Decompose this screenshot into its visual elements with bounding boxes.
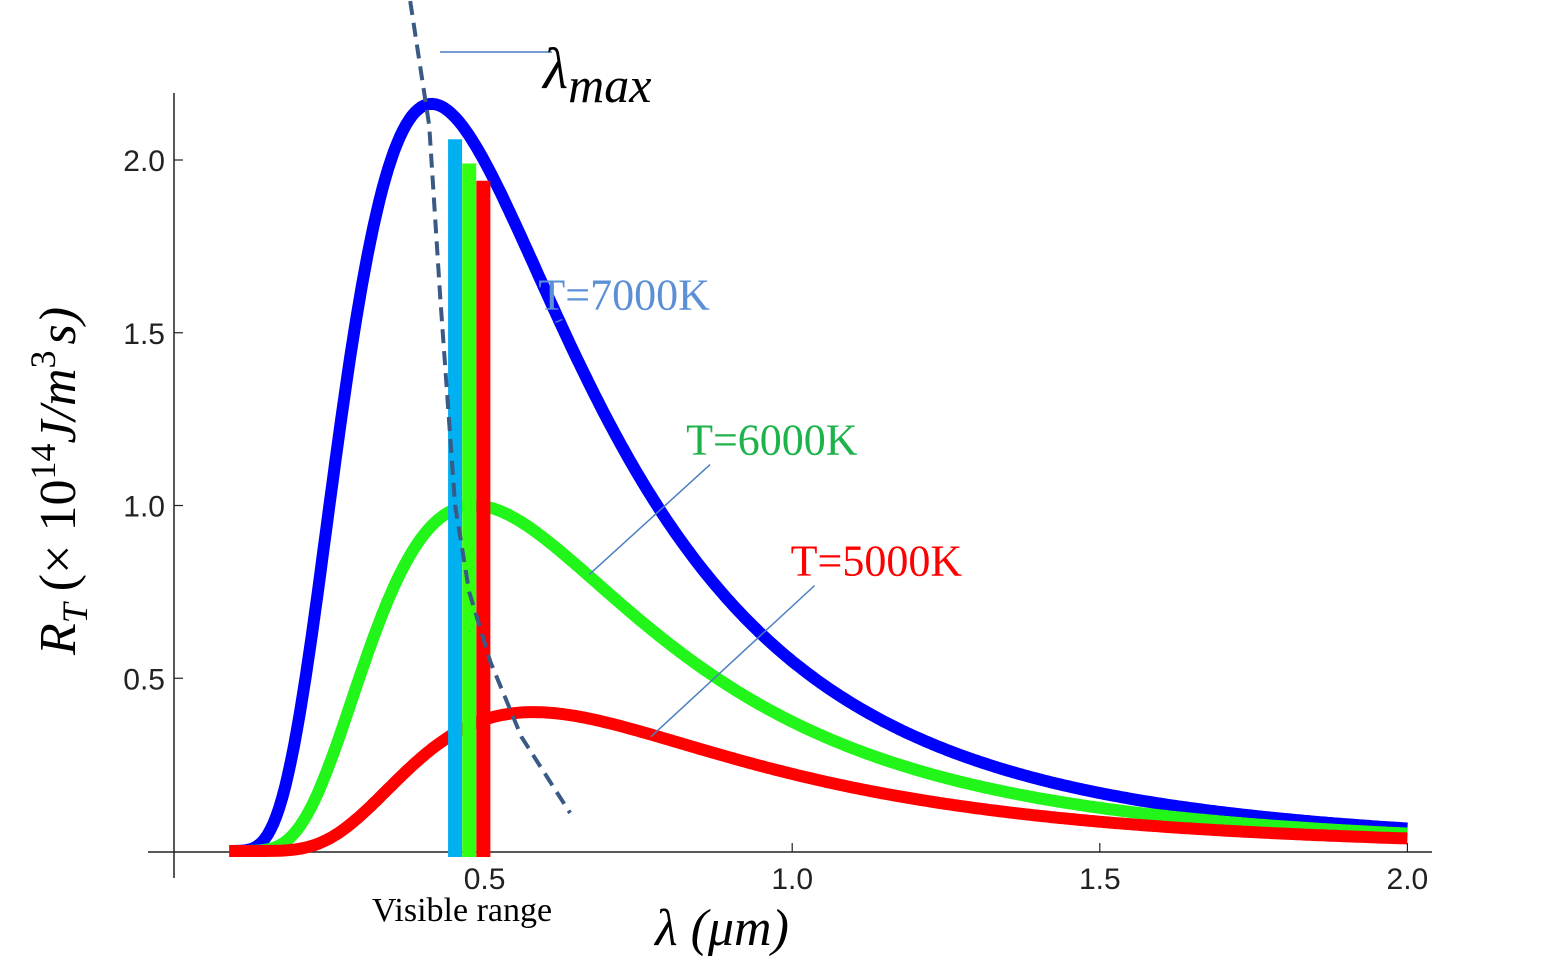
curve-5000k bbox=[226, 706, 1411, 857]
curve-6000k bbox=[226, 499, 1411, 857]
series-label-7000k: T=7000K bbox=[538, 270, 710, 319]
lambda-max-label: λmax bbox=[541, 36, 651, 113]
series-labels: T=7000K T=6000K T=5000K bbox=[538, 270, 963, 738]
x-tick-label: 2.0 bbox=[1387, 863, 1429, 896]
y-axis-label: RT (× 1014J/m3 s) bbox=[23, 307, 95, 656]
ticks: 0.5 1.0 1.5 2.0 0.5 1.0 1.5 2.0 bbox=[123, 145, 1428, 896]
y-label-suffix: s) bbox=[30, 307, 87, 345]
y-tick-label: 1.5 bbox=[123, 318, 165, 351]
label-leader-6000k bbox=[588, 464, 711, 576]
y-label-unit: J/m bbox=[30, 368, 87, 443]
lambda-max-dashed-line bbox=[408, 0, 572, 815]
y-tick-label: 2.0 bbox=[123, 145, 165, 178]
label-leader-7000k bbox=[555, 318, 563, 324]
curves bbox=[226, 97, 1411, 857]
y-label-sub: T bbox=[55, 600, 95, 623]
x-tick-label: 0.5 bbox=[464, 863, 506, 896]
y-tick-label: 1.0 bbox=[123, 491, 165, 524]
label-leader-5000k bbox=[650, 584, 816, 738]
y-label-unit-exp: 3 bbox=[23, 350, 63, 368]
visible-bar-red bbox=[476, 180, 491, 858]
axes bbox=[148, 93, 1432, 878]
curve-7000k bbox=[226, 97, 1411, 857]
y-label-symbol: R bbox=[30, 623, 87, 656]
y-tick-label: 0.5 bbox=[123, 663, 165, 696]
y-label-exp: 14 bbox=[23, 444, 63, 480]
lambda-symbol: λ bbox=[541, 36, 568, 101]
x-tick-label: 1.0 bbox=[771, 863, 813, 896]
lambda-max-subscript: max bbox=[568, 57, 651, 113]
y-label-prefix: (× 10 bbox=[30, 480, 87, 592]
x-axis-label: λ (μm) bbox=[653, 900, 789, 957]
visible-bar-blue-violet bbox=[448, 139, 463, 857]
x-tick-label: 1.5 bbox=[1079, 863, 1121, 896]
series-label-5000k: T=5000K bbox=[791, 537, 963, 586]
lambda-max-locus bbox=[408, 0, 572, 815]
visible-bar-green bbox=[462, 163, 477, 857]
visible-range-label: Visible range bbox=[372, 892, 552, 929]
visible-range-bars bbox=[448, 139, 491, 858]
series-label-6000k: T=6000K bbox=[686, 416, 858, 465]
